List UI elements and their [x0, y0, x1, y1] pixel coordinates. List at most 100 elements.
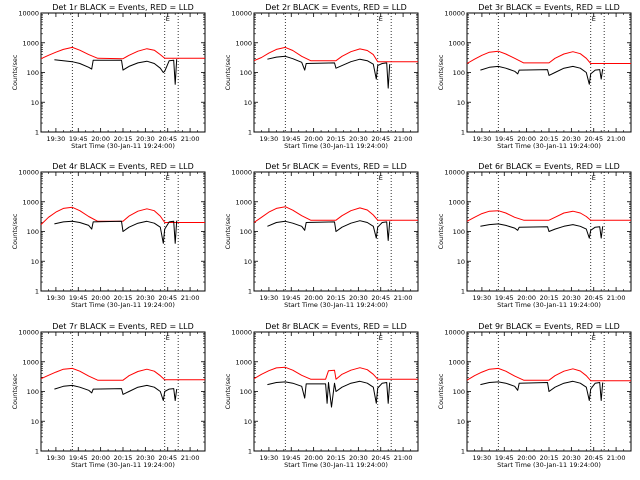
- x-tick-label: 21:00: [394, 294, 413, 302]
- x-tick-label: 20:00: [304, 294, 323, 302]
- chart-title: Det 6r BLACK = Events, RED = LLD: [478, 162, 620, 171]
- x-tick-label: 19:45: [495, 135, 514, 143]
- x-tick-label: 19:45: [69, 135, 88, 143]
- y-tick-label: 10: [31, 99, 39, 107]
- y-tick-label: 1: [248, 129, 252, 137]
- series-lld-line: [253, 46, 418, 63]
- chart-title: Det 3r BLACK = Events, RED = LLD: [478, 3, 620, 12]
- chart-panel-4: Det 4r BLACK = Events, RED = LLD 1 10 100 10…: [11, 162, 206, 309]
- y-tick-label: 1: [461, 448, 465, 456]
- y-axis-label: Counts/sec: [11, 373, 19, 409]
- x-tick-label: 19:30: [473, 294, 492, 302]
- x-tick-label: 20:45: [158, 454, 177, 462]
- y-tick-label: 10: [244, 99, 252, 107]
- x-tick-label: 21:00: [607, 294, 626, 302]
- x-tick-label: 19:45: [282, 454, 301, 462]
- y-tick-label: 10000: [18, 329, 39, 337]
- series-events-line: [267, 55, 391, 89]
- chart-panel-7: Det 7r BLACK = Events, RED = LLD 1 10 100 10…: [11, 322, 206, 469]
- plot-frame: [40, 331, 206, 452]
- chart-panel-2: Det 2r BLACK = Events, RED = LLD 1 10 100 10…: [224, 3, 419, 150]
- x-tick-label: 19:45: [495, 454, 514, 462]
- x-tick-label: 20:00: [517, 294, 536, 302]
- x-tick-label: 19:30: [47, 294, 66, 302]
- x-tick-label: 20:30: [136, 454, 155, 462]
- x-axis-label: Start Time (30-Jan-11 19:24:00): [71, 301, 175, 309]
- y-tick-label: 100: [27, 228, 39, 236]
- event-marker-label: E: [379, 174, 383, 182]
- x-tick-label: 20:30: [562, 135, 581, 143]
- series-events-line: [480, 223, 604, 239]
- x-tick-label: 20:30: [136, 294, 155, 302]
- y-tick-label: 100: [240, 388, 252, 396]
- chart-title: Det 2r BLACK = Events, RED = LLD: [265, 3, 407, 12]
- y-tick-label: 10: [31, 258, 39, 266]
- event-marker-label: E: [379, 334, 383, 342]
- y-tick-label: 100: [27, 69, 39, 77]
- series-events-line: [267, 380, 391, 408]
- y-axis-label: Counts/sec: [11, 54, 19, 90]
- x-tick-label: 20:45: [584, 454, 603, 462]
- plot-frame: [40, 12, 206, 133]
- y-tick-label: 10: [457, 418, 465, 426]
- y-tick-label: 1: [35, 129, 39, 137]
- chart-panel-3: Det 3r BLACK = Events, RED = LLD 1 10 100 10…: [437, 3, 632, 150]
- x-axis-label: Start Time (30-Jan-11 19:24:00): [284, 142, 388, 150]
- chart-title: Det 9r BLACK = Events, RED = LLD: [478, 322, 620, 331]
- x-tick-label: 20:30: [349, 294, 368, 302]
- plot-frame: [253, 12, 419, 133]
- series-lld-line: [253, 366, 418, 380]
- x-tick-label: 20:45: [584, 294, 603, 302]
- series-events-line: [54, 59, 178, 85]
- x-tick-label: 21:00: [607, 135, 626, 143]
- x-tick-label: 21:00: [394, 454, 413, 462]
- y-axis-label: Counts/sec: [224, 373, 232, 409]
- x-tick-label: 20:45: [158, 135, 177, 143]
- x-tick-label: 19:45: [69, 294, 88, 302]
- y-tick-label: 1: [461, 288, 465, 296]
- y-tick-label: 1000: [22, 358, 39, 366]
- x-tick-label: 21:00: [181, 454, 200, 462]
- event-marker-label: E: [592, 334, 596, 342]
- y-tick-label: 10000: [444, 169, 465, 177]
- y-tick-label: 1000: [22, 39, 39, 47]
- y-tick-label: 10: [31, 418, 39, 426]
- x-tick-label: 20:30: [562, 454, 581, 462]
- x-tick-label: 19:30: [260, 135, 279, 143]
- y-tick-label: 10000: [231, 10, 252, 18]
- y-axis-label: Counts/sec: [437, 54, 445, 90]
- y-axis-label: Counts/sec: [224, 54, 232, 90]
- y-tick-label: 10000: [18, 169, 39, 177]
- x-tick-label: 20:00: [517, 454, 536, 462]
- chart-title: Det 7r BLACK = Events, RED = LLD: [52, 322, 194, 331]
- y-axis-label: Counts/sec: [224, 213, 232, 249]
- event-marker-label: E: [166, 334, 170, 342]
- y-tick-label: 10000: [231, 169, 252, 177]
- y-tick-label: 100: [240, 228, 252, 236]
- series-lld-line: [253, 206, 418, 223]
- event-marker-label: E: [592, 174, 596, 182]
- event-marker-label: E: [379, 15, 383, 23]
- y-tick-label: 1000: [448, 39, 465, 47]
- x-tick-label: 20:15: [327, 135, 346, 143]
- chart-panel-8: Det 8r BLACK = Events, RED = LLD 1 10 100 10…: [224, 322, 419, 469]
- x-tick-label: 19:30: [260, 294, 279, 302]
- x-axis-label: Start Time (30-Jan-11 19:24:00): [497, 301, 601, 309]
- x-tick-label: 21:00: [181, 294, 200, 302]
- x-axis-label: Start Time (30-Jan-11 19:24:00): [284, 461, 388, 469]
- x-tick-label: 20:15: [114, 135, 133, 143]
- y-tick-label: 1000: [235, 358, 252, 366]
- x-tick-label: 20:30: [136, 135, 155, 143]
- series-events-line: [480, 380, 604, 401]
- x-tick-label: 21:00: [181, 135, 200, 143]
- x-axis-label: Start Time (30-Jan-11 19:24:00): [71, 461, 175, 469]
- x-tick-label: 19:45: [282, 135, 301, 143]
- series-events-line: [267, 220, 391, 241]
- x-tick-label: 20:15: [114, 454, 133, 462]
- x-tick-label: 20:15: [540, 135, 559, 143]
- x-tick-label: 20:30: [349, 135, 368, 143]
- series-events-line: [480, 65, 604, 85]
- x-tick-label: 21:00: [607, 454, 626, 462]
- x-tick-label: 20:00: [91, 294, 110, 302]
